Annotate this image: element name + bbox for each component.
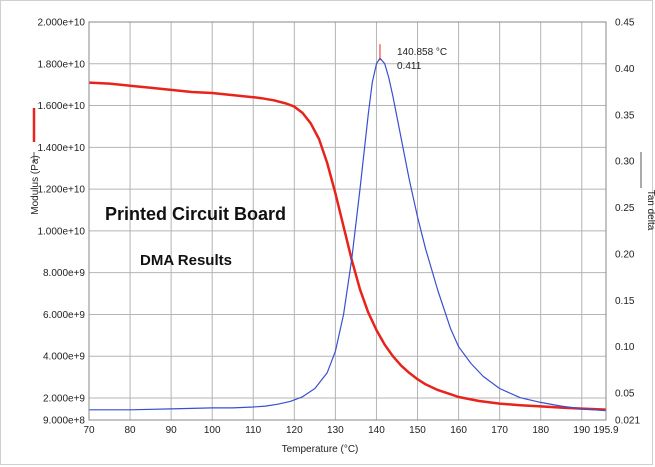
tan-delta-series-line	[89, 57, 607, 412]
right-tick-label: 0.40	[615, 64, 635, 75]
plot-area-border	[88, 21, 607, 421]
peak-temperature-label: 140.858 °C	[397, 47, 447, 58]
right-tick-label: 0.25	[615, 203, 635, 214]
x-tick-label: 180	[532, 425, 549, 436]
chart-annotation-subtitle: DMA Results	[140, 252, 232, 269]
x-tick-label: 140	[368, 425, 385, 436]
left-tick-label: 1.800e+10	[37, 59, 85, 70]
right-axis-label: Tan delta	[645, 190, 655, 231]
left-tick-label: 6.000e+9	[43, 310, 85, 321]
peak-value-label: 0.411	[397, 61, 422, 72]
left-tick-label: 1.000e+10	[37, 226, 85, 237]
x-axis-ticks: 70 80 90 100 110 120 130 140 150 160 170 180 190 195.…	[83, 425, 619, 436]
left-tick-label: 2.000e+9	[43, 394, 85, 405]
right-tick-label: 0.45	[615, 18, 635, 29]
left-tick-label: 2.000e+10	[37, 18, 85, 29]
right-tick-label: 0.35	[615, 110, 635, 121]
left-axis-ticks: 9.000e+8 2.000e+9 4.000e+9 6.000e+9 8.000e+9…	[37, 18, 85, 427]
right-tick-label: 0.15	[615, 296, 635, 307]
right-tick-label: 0.30	[615, 157, 635, 168]
x-tick-label: 70	[83, 425, 95, 436]
left-tick-label: 4.000e+9	[43, 352, 85, 363]
x-tick-label: 110	[245, 425, 261, 436]
x-tick-label: 160	[450, 425, 467, 436]
chart-annotation-title: Printed Circuit Board	[105, 204, 286, 224]
left-axis-label: Modulus (Pa)	[30, 155, 41, 214]
left-tick-label: 1.400e+10	[37, 143, 85, 154]
x-tick-label: 100	[204, 425, 221, 436]
right-tick-label: 0.10	[615, 342, 635, 353]
x-tick-label: 150	[409, 425, 426, 436]
series-group	[88, 57, 607, 412]
x-tick-label: 120	[286, 425, 303, 436]
x-tick-label: 130	[327, 425, 344, 436]
grid	[89, 22, 606, 420]
right-tick-label: 0.021	[615, 416, 640, 427]
x-tick-label: 80	[125, 425, 137, 436]
left-tick-label: 1.600e+10	[37, 101, 85, 112]
x-axis-label: Temperature (°C)	[282, 444, 359, 455]
x-tick-label: 170	[491, 425, 508, 436]
left-tick-label: 8.000e+9	[43, 268, 85, 279]
right-tick-label: 0.05	[615, 389, 635, 400]
left-tick-label: 1.200e+10	[37, 185, 85, 196]
right-tick-label: 0.20	[615, 249, 635, 260]
x-tick-label: 190	[573, 425, 590, 436]
x-tick-label: 195.9	[593, 425, 618, 436]
left-tick-label: 9.000e+8	[43, 416, 85, 427]
right-axis-ticks: 0.05 0.10 0.15 0.20 0.25 0.30 0.35 0.40 0.45 0.02…	[615, 18, 640, 427]
modulus-series-line	[88, 81, 607, 411]
x-tick-label: 90	[166, 425, 178, 436]
